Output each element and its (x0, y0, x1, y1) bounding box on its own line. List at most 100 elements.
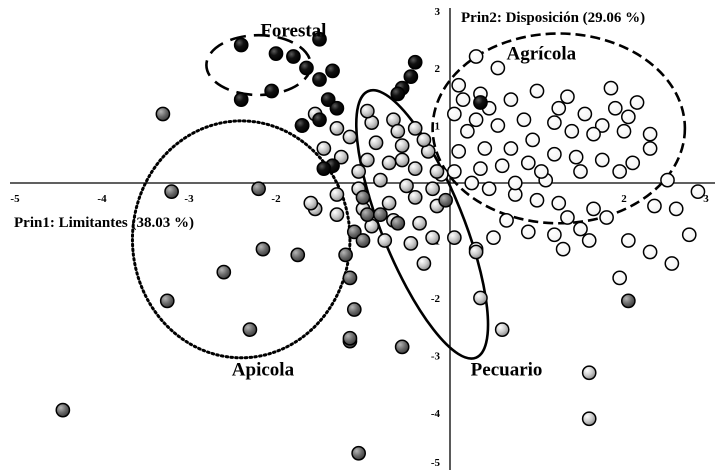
data-point-agricola (599, 210, 614, 225)
data-point-apicola (621, 293, 636, 309)
data-point-agricola (503, 141, 519, 156)
data-point-pecuario (390, 123, 406, 139)
data-point-agricola (564, 123, 580, 139)
data-point-agricola (573, 221, 588, 237)
group-labels: Forestal Agrícola Apicola Pecuario (232, 20, 577, 380)
data-point-agricola (481, 181, 497, 197)
data-point-agricola (551, 195, 567, 211)
data-point-pecuario (468, 244, 484, 260)
group-ellipses (130, 32, 687, 360)
data-point-apicola (255, 241, 271, 257)
data-point-forestal (316, 161, 332, 176)
data-point-agricola (586, 126, 601, 142)
data-point-agricola (468, 112, 484, 128)
data-point-forestal (329, 100, 345, 116)
data-point-apicola (159, 293, 175, 309)
data-point-agricola (621, 109, 636, 125)
data-point-agricola (647, 198, 662, 214)
data-point-pecuario (316, 141, 332, 156)
data-point-agricola (455, 92, 471, 107)
data-point-agricola (464, 175, 480, 191)
data-point-apicola (390, 215, 406, 231)
data-point-forestal (473, 95, 488, 110)
data-points (55, 31, 706, 461)
data-point-agricola (555, 241, 571, 257)
data-point-agricola (494, 158, 510, 174)
data-point-pecuario (303, 195, 319, 211)
data-point-apicola (164, 184, 179, 199)
data-point-apicola (438, 192, 453, 208)
data-point-agricola (560, 210, 575, 225)
data-point-agricola (516, 112, 532, 128)
data-point-agricola (642, 126, 658, 142)
data-point-apicola (360, 207, 375, 222)
data-point-forestal (312, 31, 327, 47)
data-point-apicola (355, 233, 371, 248)
data-point-forestal (286, 49, 301, 64)
data-point-agricola (520, 155, 536, 171)
data-point-pecuario (351, 164, 366, 179)
data-point-pecuario (407, 161, 423, 176)
x-tick-label: -5 (10, 193, 20, 205)
data-point-apicola (242, 322, 258, 337)
data-point-pecuario (329, 207, 345, 222)
data-point-pecuario (368, 135, 384, 151)
data-point-agricola (499, 213, 514, 228)
data-point-pecuario (429, 164, 445, 179)
data-point-forestal (264, 83, 279, 99)
data-point-forestal (268, 46, 284, 61)
data-point-apicola (290, 247, 306, 263)
data-point-pecuario (425, 181, 440, 197)
data-point-agricola (451, 77, 467, 93)
data-point-agricola (486, 230, 501, 245)
group-label-pecuario: Pecuario (471, 360, 543, 381)
data-point-agricola (612, 270, 628, 286)
data-point-agricola (577, 106, 593, 122)
data-point-agricola (586, 201, 601, 217)
data-point-agricola (594, 118, 610, 133)
data-point-agricola (477, 141, 493, 156)
data-point-pecuario (333, 149, 349, 165)
y-tick-label: -4 (431, 408, 441, 420)
data-point-pecuario (407, 121, 423, 136)
data-point-forestal (233, 37, 249, 53)
data-point-agricola (660, 172, 675, 188)
data-point-agricola (642, 141, 658, 156)
data-point-agricola (621, 233, 636, 248)
data-point-agricola (560, 89, 575, 105)
data-point-forestal (390, 86, 406, 102)
data-point-apicola (346, 224, 362, 240)
x-axis-title: Prin1: Limitantes (38.03 %) (14, 215, 194, 231)
x-tick-label: 2 (621, 193, 627, 205)
data-point-agricola (529, 83, 545, 99)
data-point-agricola (573, 164, 588, 179)
data-point-pecuario (581, 365, 597, 381)
data-point-apicola (342, 270, 358, 286)
data-point-agricola (547, 115, 562, 130)
data-point-pecuario (494, 322, 510, 337)
y-axis-title: Prin2: Disposición (29.06 %) (461, 10, 645, 26)
data-point-apicola (216, 264, 232, 280)
y-tick-label: 2 (435, 63, 441, 75)
data-point-pecuario (447, 230, 462, 245)
data-point-apicola (251, 181, 266, 197)
data-point-agricola (507, 175, 523, 191)
data-point-agricola (460, 123, 475, 139)
data-point-apicola (155, 106, 171, 122)
data-point-forestal (320, 92, 336, 107)
data-point-agricola (473, 161, 488, 176)
data-point-forestal (233, 92, 249, 107)
data-point-pecuario (412, 215, 427, 231)
group-label-apicola: Apicola (232, 360, 295, 381)
data-point-pecuario (377, 233, 393, 248)
x-tick-label: 3 (703, 193, 709, 205)
data-point-pecuario (394, 152, 410, 168)
data-point-agricola (490, 118, 506, 133)
data-point-agricola (520, 224, 536, 240)
data-point-pecuario (381, 155, 397, 171)
data-point-forestal (403, 69, 419, 84)
x-tick-label: -4 (97, 193, 107, 205)
data-point-agricola (581, 233, 597, 248)
data-point-pecuario (342, 129, 358, 145)
